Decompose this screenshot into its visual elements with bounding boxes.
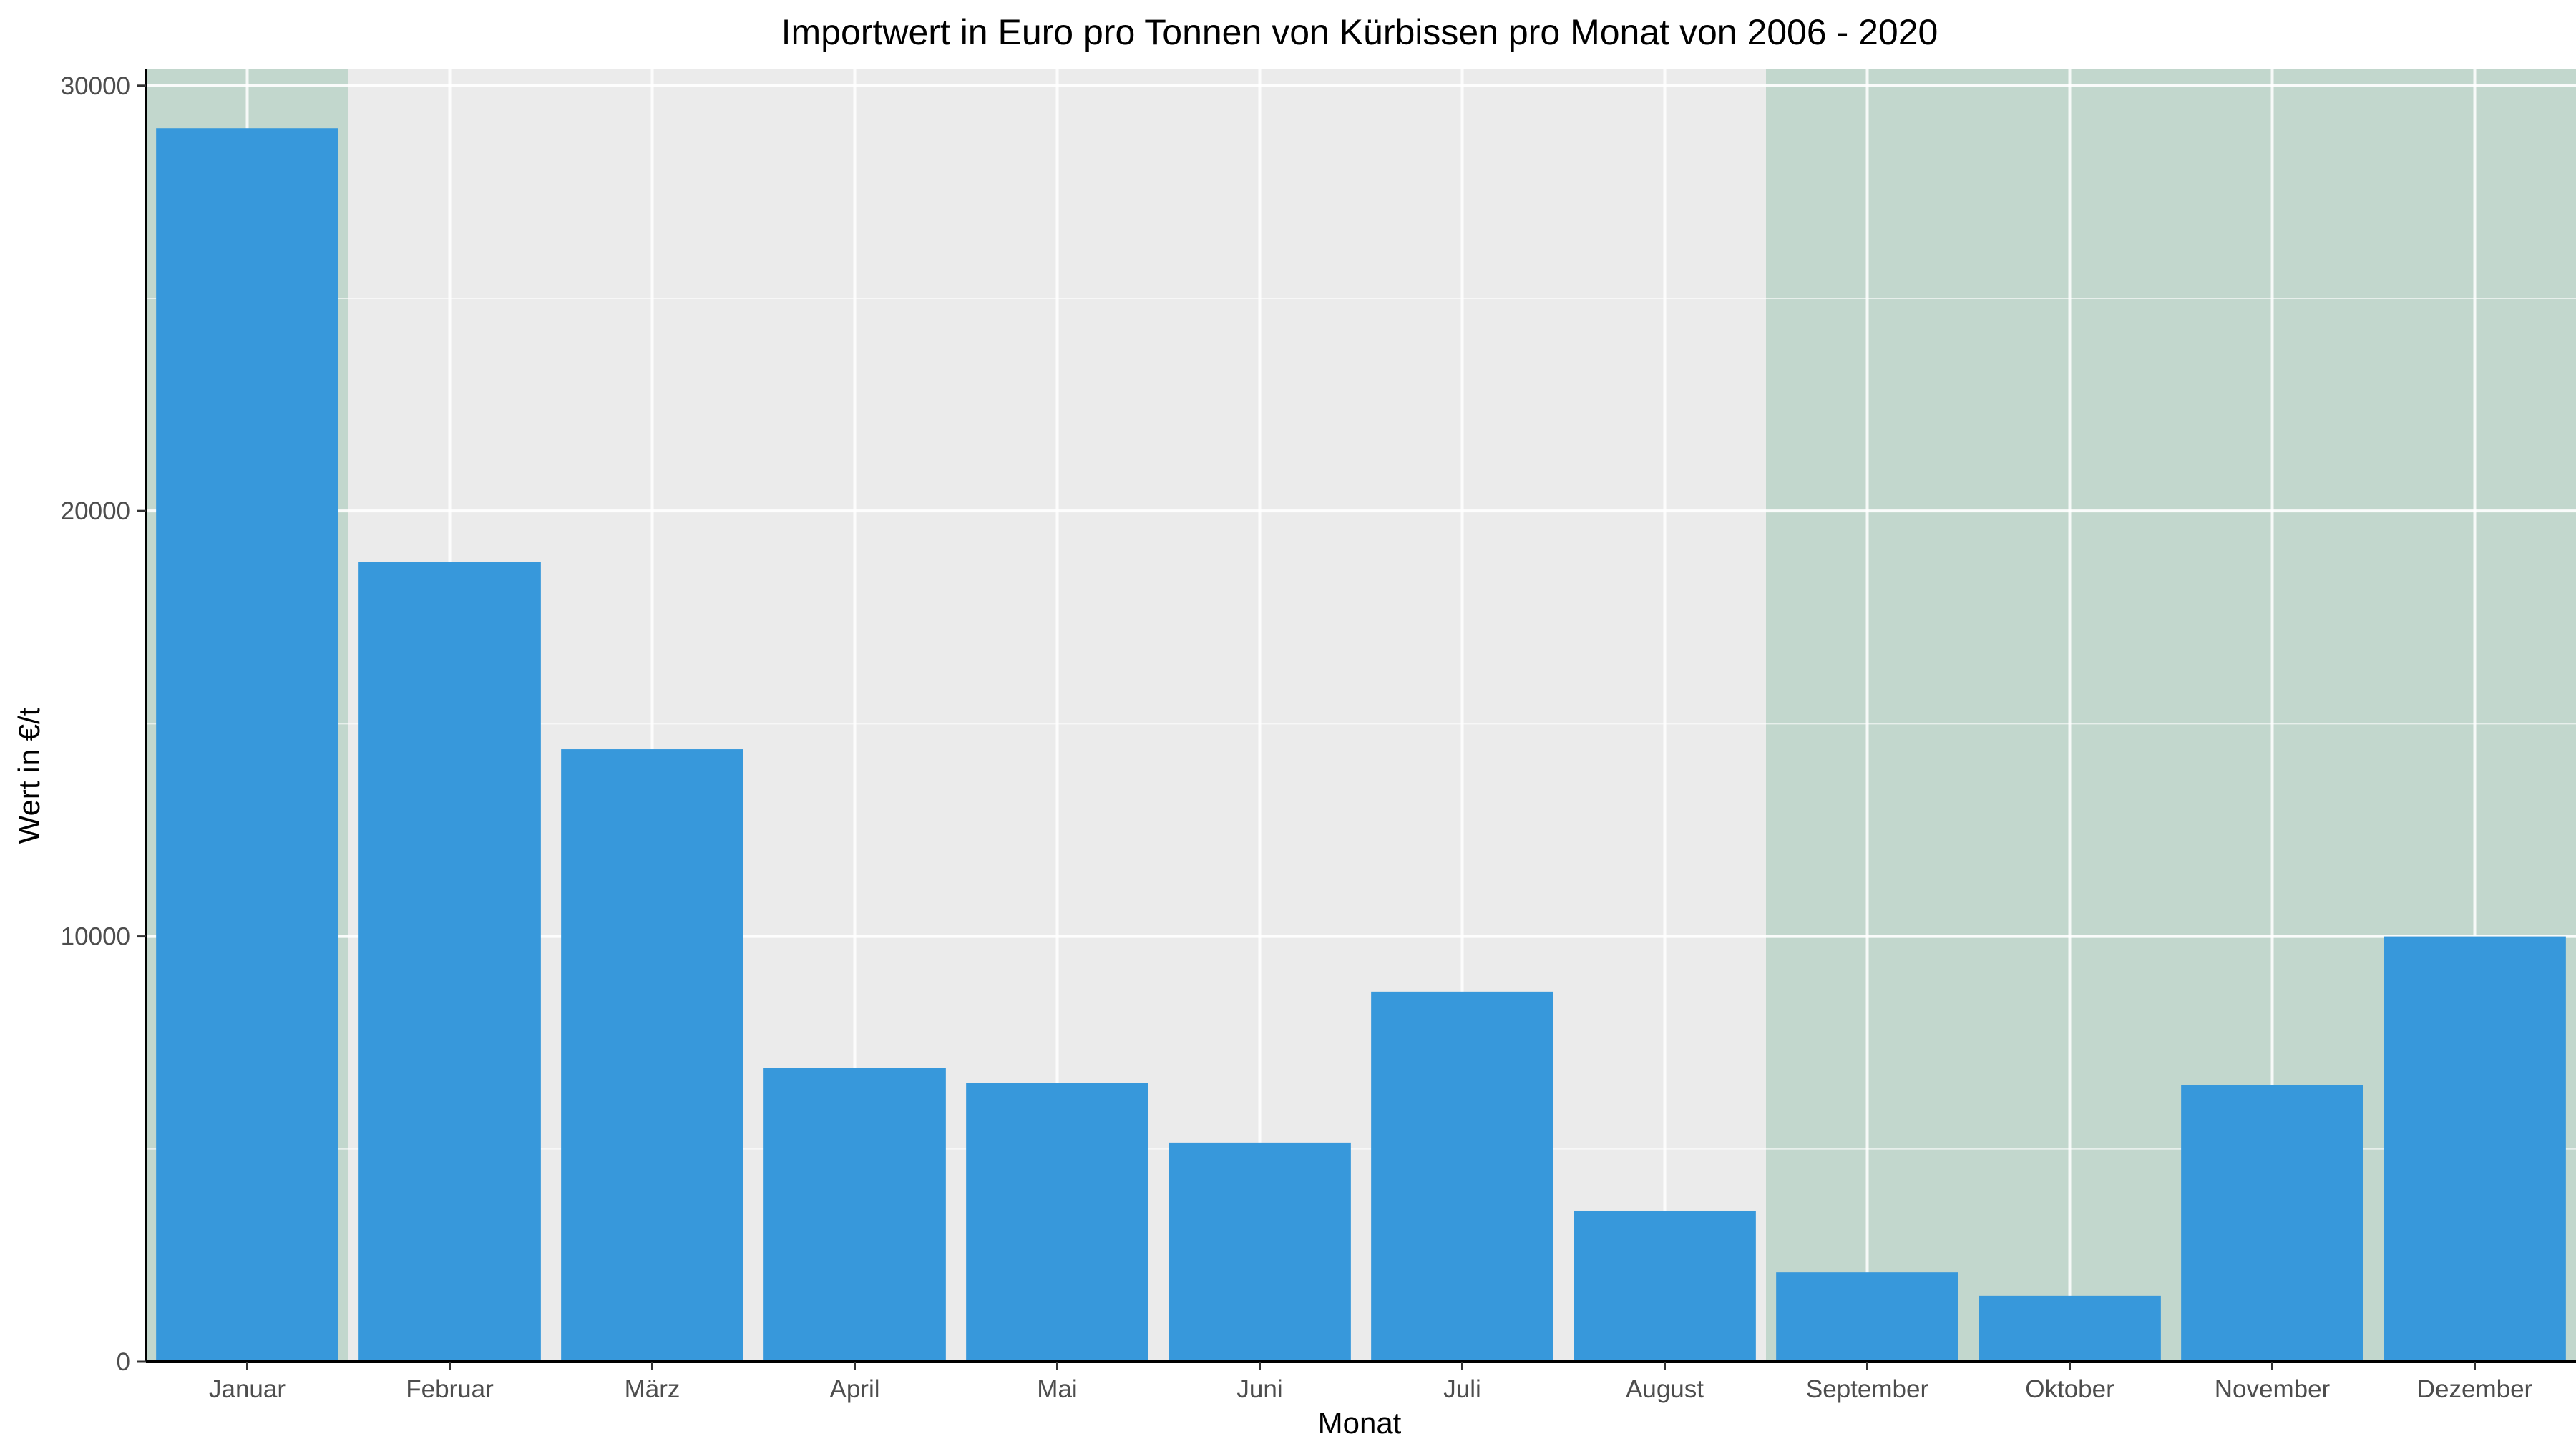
x-tick-label: Juli (1443, 1375, 1481, 1403)
x-tick-label: November (2215, 1375, 2331, 1403)
y-tick-label: 20000 (61, 497, 130, 525)
bar-august (1574, 1210, 1756, 1362)
y-tick-label: 0 (117, 1348, 130, 1376)
bar-juni (1169, 1142, 1351, 1362)
bar-juli (1371, 991, 1553, 1362)
x-tick-label: Dezember (2417, 1375, 2533, 1403)
bar-april (763, 1068, 946, 1362)
x-tick-label: Mai (1037, 1375, 1077, 1403)
y-axis-title: Wert in €/t (12, 707, 46, 844)
x-tick-label: März (625, 1375, 680, 1403)
x-axis-title: Monat (1318, 1406, 1402, 1440)
bar-januar (156, 128, 338, 1362)
x-tick-label: September (1806, 1375, 1929, 1403)
x-tick-label: Oktober (2025, 1375, 2114, 1403)
bar-september (1776, 1272, 1958, 1362)
x-tick-label: Juni (1236, 1375, 1282, 1403)
bar-dezember (2384, 936, 2566, 1362)
y-tick-label: 10000 (61, 923, 130, 951)
bar-februar (358, 562, 541, 1362)
bar-oktober (1979, 1295, 2161, 1362)
x-tick-label: Februar (406, 1375, 494, 1403)
y-tick-label: 30000 (61, 72, 130, 100)
bar-mai (966, 1083, 1148, 1362)
bar-november (2181, 1085, 2363, 1362)
x-tick-label: August (1626, 1375, 1704, 1403)
bar-märz (561, 749, 743, 1362)
x-tick-label: April (829, 1375, 879, 1403)
x-tick-label: Januar (209, 1375, 286, 1403)
chart-title: Importwert in Euro pro Tonnen von Kürbis… (781, 12, 1938, 52)
